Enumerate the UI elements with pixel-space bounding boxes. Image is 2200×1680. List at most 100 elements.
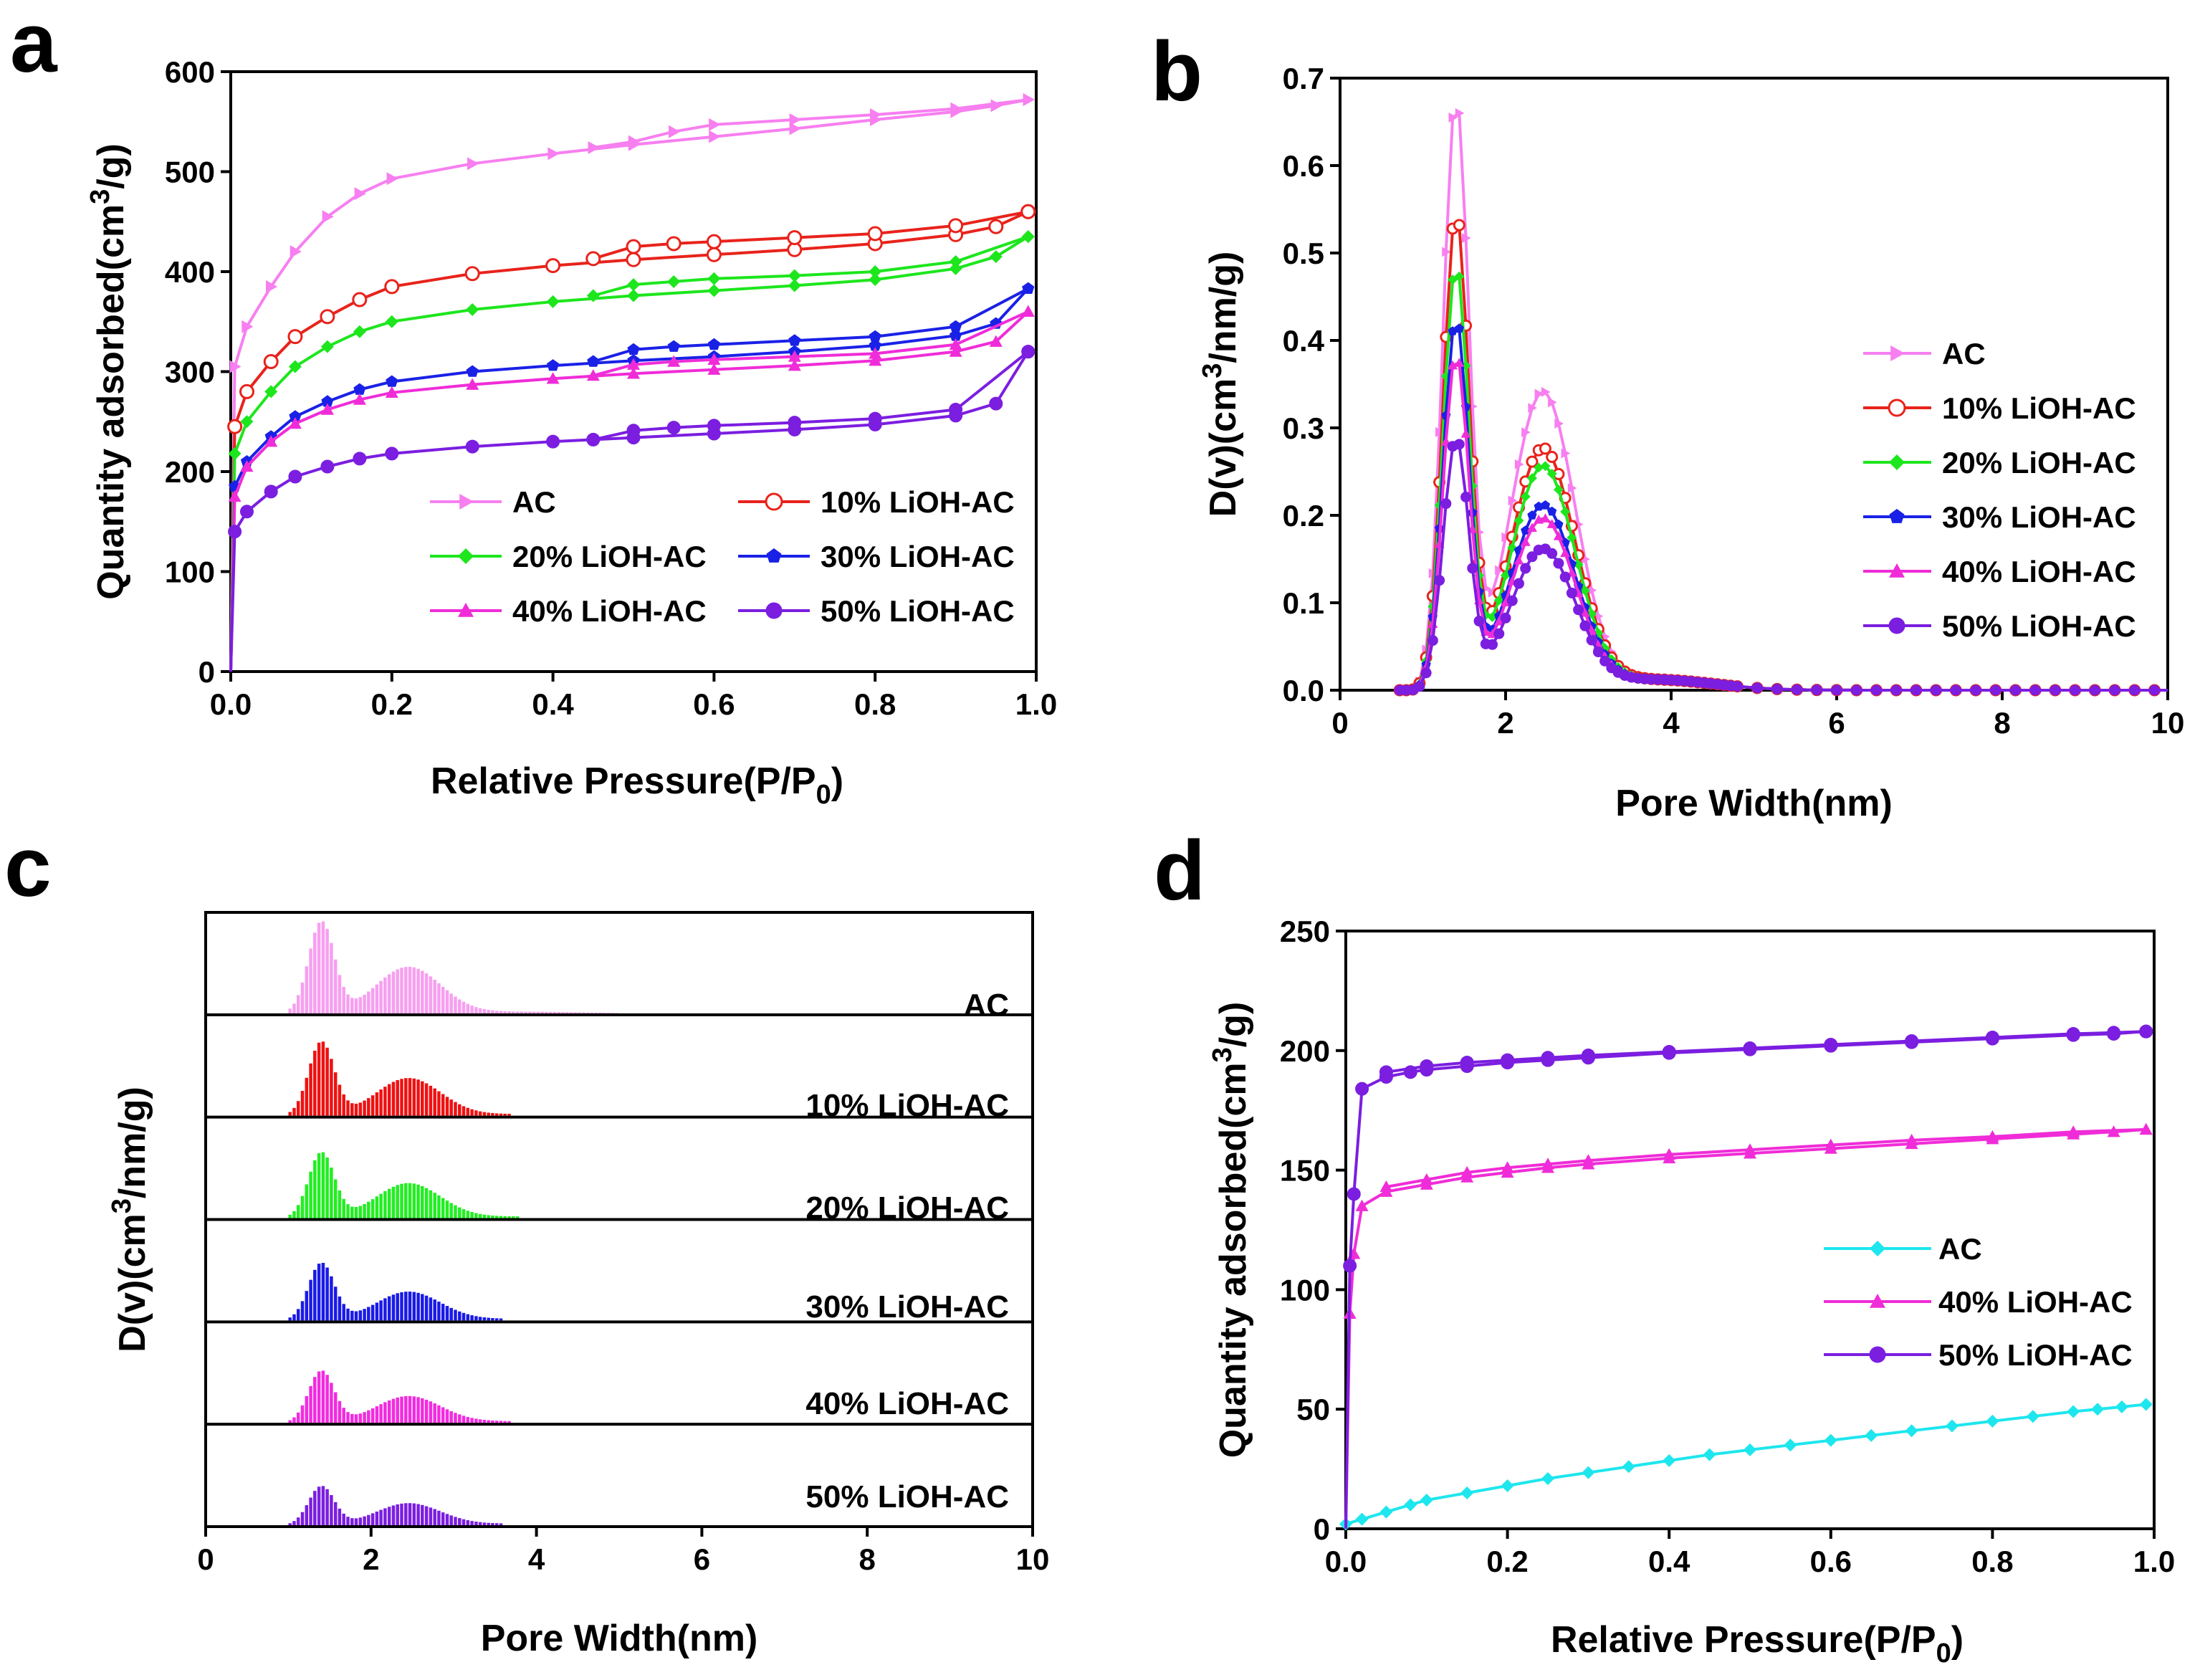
x-tick-label: 0.2 [371, 687, 413, 721]
data-point [1379, 1180, 1393, 1193]
data-point [950, 102, 962, 115]
y-axis-title-text: D(v)(cm [1202, 378, 1244, 517]
data-point [1986, 1130, 1999, 1142]
legend-label: 40% LiOH-AC [1942, 555, 2136, 588]
y-tick-label: 0 [1314, 1512, 1330, 1546]
data-point [1560, 506, 1571, 517]
data-point [1455, 108, 1465, 118]
data-point [1023, 93, 1035, 107]
data-point [1703, 1448, 1716, 1461]
y-axis-title-end: /g) [1213, 1002, 1254, 1048]
panel-label-a: a [10, 0, 58, 90]
stack-10-lioh-ac: 10% LiOH-AC [206, 1013, 1033, 1123]
data-point [1824, 1037, 1838, 1051]
desorption-line [593, 310, 1029, 378]
legend-marker [765, 492, 783, 511]
legend-label: 50% LiOH-AC [1938, 1338, 2133, 1372]
data-point [1744, 1443, 1756, 1456]
legend-marker [766, 548, 782, 563]
data-point [1453, 219, 1465, 232]
legend-marker [1869, 1346, 1886, 1363]
x-axis-title-a: Relative Pressure(P/P0) [431, 760, 843, 810]
y-axis-title-superscript: 3 [107, 1198, 137, 1213]
stack-label: 50% LiOH-AC [805, 1479, 1009, 1514]
data-point [321, 395, 334, 407]
data-point [1553, 531, 1564, 540]
data-point [1784, 1438, 1797, 1452]
data-point [1865, 1428, 1878, 1442]
data-point [1599, 655, 1611, 667]
y-tick-label: 0.2 [1283, 499, 1324, 533]
data-point [666, 421, 681, 435]
data-point [1905, 1424, 1918, 1438]
y-axis-title-superscript: 3 [1197, 363, 1228, 378]
data-point [1526, 522, 1537, 532]
x-axis-title-text: Relative Pressure(P/P [1551, 1619, 1936, 1661]
data-point [787, 230, 803, 246]
legend-label: 10% LiOH-AC [821, 485, 1015, 519]
data-point [789, 113, 801, 126]
panel-a: a 0.0 0.2 0.4 0.6 0.8 1.0 0 100 200 300 400 500 600 Re… [10, 0, 1057, 810]
x-tick-label: 10 [2151, 706, 2185, 740]
legend-marker [1888, 398, 1906, 417]
data-point [1559, 571, 1571, 583]
data-point [386, 172, 398, 186]
legend-marker [765, 602, 783, 619]
data-point [1553, 485, 1564, 495]
data-point [1592, 646, 1604, 658]
x-tick-label: 0.6 [1810, 1545, 1852, 1578]
data-point [1566, 587, 1577, 598]
series-40-lioh-ac [1343, 1122, 2153, 1529]
data-point [1946, 1419, 1959, 1433]
data-point [1870, 684, 1882, 696]
y-tick-label: 0.5 [1283, 237, 1324, 270]
data-point [788, 359, 801, 371]
data-point [867, 226, 883, 242]
data-point [1586, 634, 1597, 646]
data-point [1022, 282, 1035, 294]
data-point [1905, 1133, 1918, 1146]
data-point [1579, 620, 1591, 631]
data-point [586, 432, 601, 447]
x-axis-title-subscript: 0 [1936, 1638, 1951, 1669]
data-point [1554, 519, 1564, 529]
data-point [1546, 548, 1558, 559]
data-point [227, 419, 243, 434]
data-point [869, 265, 882, 278]
x-tick-label: 0.6 [693, 687, 735, 721]
legend-label: AC [512, 485, 556, 519]
legend-label: 50% LiOH-AC [821, 594, 1015, 628]
data-point [949, 262, 962, 275]
y-axis-title-b: D(v)(cm3/nm/g) [1197, 252, 1244, 517]
x-axis-title-subscript: 0 [816, 780, 831, 810]
data-point [1521, 427, 1531, 438]
data-point [627, 278, 640, 292]
x-axis-title-c: Pore Width(nm) [481, 1618, 758, 1659]
data-point [1440, 498, 1452, 510]
x-tick-label: 0.0 [210, 687, 252, 721]
data-point [870, 108, 882, 121]
y-tick-label: 250 [1280, 915, 1330, 948]
data-point [228, 447, 241, 460]
data-point [1546, 468, 1557, 479]
data-point [354, 187, 366, 201]
data-point [467, 157, 479, 171]
y-tick-label: 0 [199, 655, 215, 689]
data-point [1355, 1082, 1369, 1096]
data-point [666, 236, 681, 252]
data-point [1824, 1433, 1837, 1447]
data-point [1534, 462, 1544, 473]
data-point [465, 439, 479, 454]
y-axis-title-d: Quantity adsorbed(cm3/g) [1207, 1002, 1254, 1459]
data-point [466, 378, 479, 390]
data-point [949, 255, 962, 269]
data-point [586, 369, 600, 381]
data-point [1534, 388, 1544, 399]
legend-label: 30% LiOH-AC [1942, 500, 2136, 534]
data-point [1579, 586, 1590, 596]
y-axis-title-end: /g) [90, 143, 132, 189]
x-tick-label: 0 [1331, 706, 1348, 740]
data-point [789, 122, 801, 135]
data-point [241, 320, 254, 333]
data-point [667, 355, 681, 367]
